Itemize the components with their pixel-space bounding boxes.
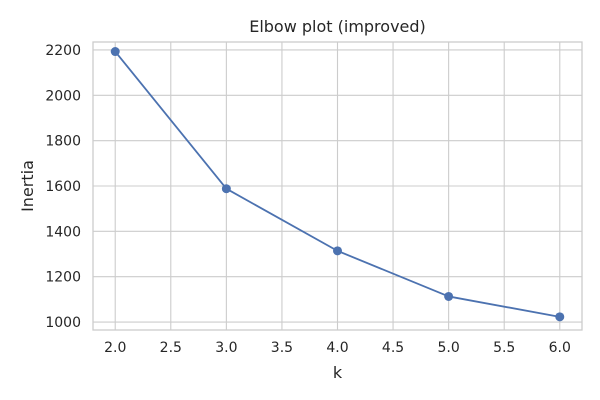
data-point	[110, 47, 120, 57]
x-tick-labels: 2.0 2.5 3.0 3.5 4.0 4.5 5.0 5.5 6.0	[104, 340, 571, 356]
y-tick-label: 1200	[45, 270, 81, 286]
x-tick-label: 5.5	[493, 340, 515, 356]
x-tick-label: 5.0	[438, 340, 460, 356]
x-tick-label: 2.5	[160, 340, 182, 356]
y-grid-lines	[93, 49, 582, 323]
x-tick-label: 3.5	[271, 340, 293, 356]
series-layer	[110, 47, 565, 322]
data-point	[221, 184, 231, 194]
data-point	[333, 246, 342, 256]
y-tick-label: 2000	[45, 88, 81, 104]
y-tick-label: 2200	[45, 43, 81, 59]
chart-title: Elbow plot (improved)	[249, 17, 426, 36]
data-point	[555, 312, 565, 322]
y-tick-labels: 1000 1200 1400 1600 1800 2000 2200	[45, 43, 81, 331]
y-tick-label: 1000	[45, 315, 81, 331]
y-axis-title: Inertia	[18, 160, 37, 212]
y-tick-label: 1400	[45, 224, 81, 240]
x-tick-label: 6.0	[549, 340, 571, 356]
x-tick-label: 4.0	[326, 340, 348, 356]
x-tick-label: 2.0	[104, 340, 126, 356]
y-tick-label: 1600	[45, 179, 81, 195]
data-point	[444, 291, 454, 301]
x-tick-label: 4.5	[382, 340, 404, 356]
y-tick-label: 1800	[45, 134, 81, 150]
x-tick-label: 3.0	[215, 340, 237, 356]
x-axis-title: k	[333, 363, 343, 382]
